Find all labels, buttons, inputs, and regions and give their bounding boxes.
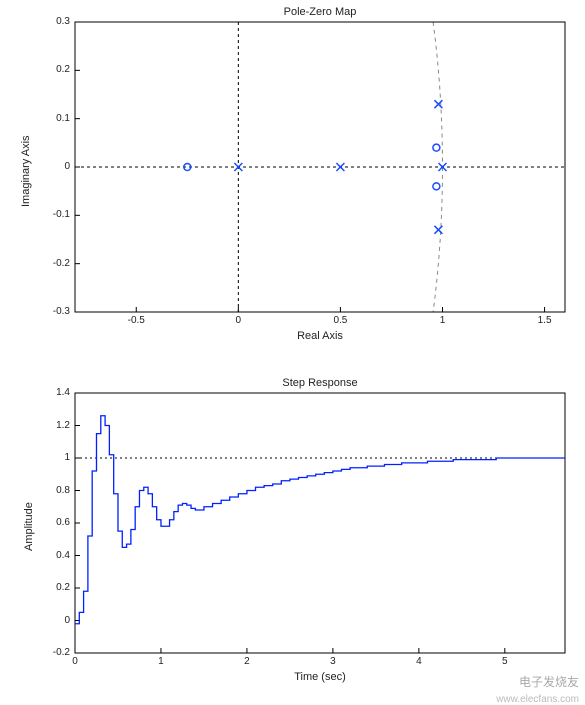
step-xtick-label: 3 <box>323 656 343 667</box>
step-ytick-label: 1 <box>40 452 70 463</box>
step-plot-area <box>0 0 585 673</box>
step-xtick-label: 4 <box>409 656 429 667</box>
step-ytick-label: 0.8 <box>40 485 70 496</box>
step-ytick-label: -0.2 <box>40 647 70 658</box>
step-response-chart: Step Response Amplitude Time (sec) 01234… <box>0 0 585 693</box>
step-xtick-label: 2 <box>237 656 257 667</box>
step-ytick-label: 1.4 <box>40 387 70 398</box>
step-ytick-label: 1.2 <box>40 420 70 431</box>
step-ytick-label: 0.6 <box>40 517 70 528</box>
step-xtick-label: 5 <box>495 656 515 667</box>
step-ytick-label: 0.2 <box>40 582 70 593</box>
step-ytick-label: 0.4 <box>40 550 70 561</box>
step-xtick-label: 1 <box>151 656 171 667</box>
step-ytick-label: 0 <box>40 615 70 626</box>
watermark-url: www.elecfans.com <box>496 694 579 705</box>
